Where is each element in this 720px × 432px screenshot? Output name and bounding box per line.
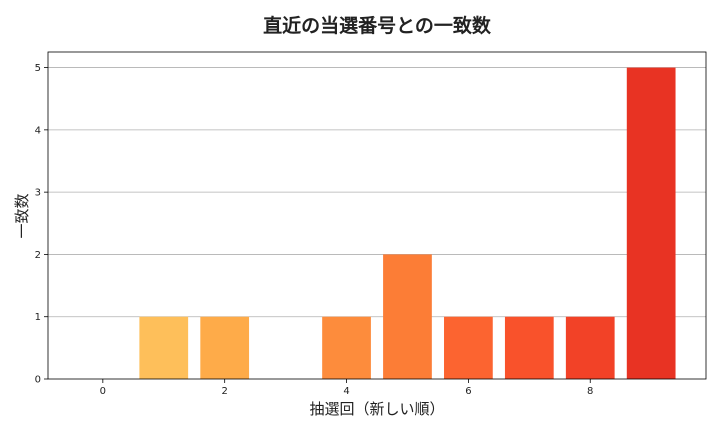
bar-4 xyxy=(322,316,371,379)
x-axis-label: 抽選回（新しい順） xyxy=(309,400,444,418)
x-tick-label-6: 6 xyxy=(465,386,471,397)
gridlines xyxy=(48,67,706,318)
y-tick-label-2: 2 xyxy=(35,250,41,261)
x-tick-label-4: 4 xyxy=(343,386,349,397)
y-tick-label-0: 0 xyxy=(35,375,41,386)
y-tick-label-5: 5 xyxy=(35,63,41,74)
chart-title: 直近の当選番号との一致数 xyxy=(263,14,492,37)
x-tick-label-0: 0 xyxy=(100,386,106,397)
x-tick-label-2: 2 xyxy=(221,386,227,397)
bar-7 xyxy=(504,316,554,379)
axes: 0 1 2 3 4 5 0 2 4 6 8 xyxy=(35,51,707,397)
bar-9 xyxy=(626,67,676,380)
y-axis-label: 一致数 xyxy=(13,193,31,238)
x-tick-label-8: 8 xyxy=(587,386,593,397)
plot-frame xyxy=(47,51,707,380)
y-tick-label-4: 4 xyxy=(35,125,41,136)
bar-6 xyxy=(444,316,493,379)
bar-8 xyxy=(565,316,615,379)
y-tick-label-1: 1 xyxy=(35,312,41,323)
bar-2 xyxy=(200,316,250,379)
y-tick-label-3: 3 xyxy=(35,188,41,199)
bars xyxy=(139,67,676,380)
bar-5 xyxy=(383,254,432,379)
bar-1 xyxy=(139,316,189,379)
